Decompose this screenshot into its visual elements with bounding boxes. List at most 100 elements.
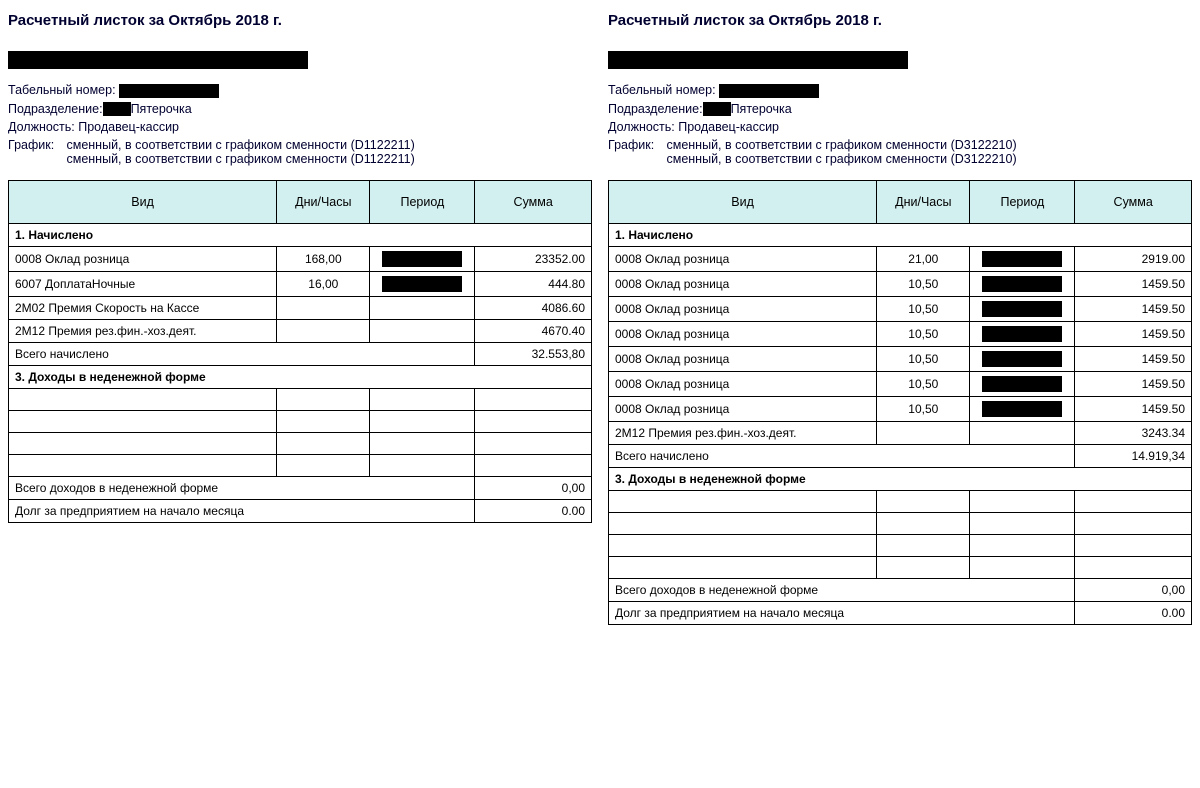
total-noncash-row: Всего доходов в неденежной форме 0,00 [9, 477, 592, 500]
employee-number-label: Табельный номер: [608, 83, 716, 97]
payslip-title: Расчетный листок за Октябрь 2018 г. [8, 12, 592, 29]
table-row: 0008 Оклад розница 10,50 1459.50 [609, 297, 1192, 322]
position-label: Должность: [608, 120, 675, 134]
row-desc: 2М02 Премия Скорость на Кассе [9, 297, 277, 320]
row-desc: 0008 Оклад розница [609, 272, 877, 297]
row-period [370, 320, 475, 343]
employee-name-redacted [608, 51, 1192, 79]
debt-start-row: Долг за предприятием на начало месяца 0.… [609, 602, 1192, 625]
period-redacted [982, 401, 1062, 417]
employee-name-redacted [8, 51, 592, 79]
department-label: Подразделение: [8, 102, 103, 116]
row-sum: 4086.60 [475, 297, 592, 320]
row-days: 168,00 [277, 247, 370, 272]
row-period [970, 247, 1075, 272]
row-sum: 1459.50 [1075, 347, 1192, 372]
period-redacted [982, 251, 1062, 267]
payslip-left: Расчетный листок за Октябрь 2018 г. Табе… [8, 8, 592, 523]
schedule-line-1: сменный, в соответствии с графиком сменн… [666, 138, 1016, 152]
period-redacted [982, 351, 1062, 367]
employee-number-redacted [119, 84, 219, 98]
col-sum: Сумма [475, 181, 592, 224]
row-days: 21,00 [877, 247, 970, 272]
payslip-title: Расчетный листок за Октябрь 2018 г. [608, 12, 1192, 29]
row-sum: 4670.40 [475, 320, 592, 343]
schedule-line-2: сменный, в соответствии с графиком сменн… [666, 152, 1016, 166]
row-sum: 23352.00 [475, 247, 592, 272]
row-period [970, 422, 1075, 445]
row-days: 10,50 [877, 397, 970, 422]
table-row: 2М12 Премия рез.фин.-хоз.деят. 3243.34 [609, 422, 1192, 445]
payslip-table: Вид Дни/Часы Период Сумма 1. Начислено 0… [8, 180, 592, 523]
table-row-empty [609, 513, 1192, 535]
row-sum: 1459.50 [1075, 272, 1192, 297]
table-row: 0008 Оклад розница 10,50 1459.50 [609, 272, 1192, 297]
department-prefix-redacted [703, 102, 731, 116]
employee-number-row: Табельный номер: [8, 83, 592, 98]
row-desc: 2М12 Премия рез.фин.-хоз.деят. [609, 422, 877, 445]
row-desc: 0008 Оклад розница [609, 372, 877, 397]
table-body-right: 1. Начислено 0008 Оклад розница 21,00 29… [609, 224, 1192, 625]
department-value: Пятерочка [131, 102, 192, 116]
row-period [970, 372, 1075, 397]
col-type: Вид [609, 181, 877, 224]
employee-number-row: Табельный номер: [608, 83, 1192, 98]
col-days: Дни/Часы [877, 181, 970, 224]
row-sum: 1459.50 [1075, 297, 1192, 322]
section-accrued-header: 1. Начислено [609, 224, 1192, 247]
table-row-empty [609, 491, 1192, 513]
schedule-line-1: сменный, в соответствии с графиком сменн… [66, 138, 414, 152]
period-redacted [982, 326, 1062, 342]
department-label: Подразделение: [608, 102, 703, 116]
payslip-right: Расчетный листок за Октябрь 2018 г. Табе… [608, 8, 1192, 625]
row-days [277, 320, 370, 343]
employee-number-redacted [719, 84, 819, 98]
period-redacted [982, 276, 1062, 292]
col-period: Период [970, 181, 1075, 224]
table-row-empty [9, 433, 592, 455]
total-accrued-row: Всего начислено 14.919,34 [609, 445, 1192, 468]
position-label: Должность: [8, 120, 75, 134]
employee-number-label: Табельный номер: [8, 83, 116, 97]
table-row: 0008 Оклад розница 10,50 1459.50 [609, 347, 1192, 372]
row-period [970, 272, 1075, 297]
schedule-label: График: [8, 138, 63, 152]
row-desc: 0008 Оклад розница [609, 247, 877, 272]
row-sum: 1459.50 [1075, 322, 1192, 347]
schedule-row: График: сменный, в соответствии с график… [608, 138, 1192, 166]
row-sum: 444.80 [475, 272, 592, 297]
col-type: Вид [9, 181, 277, 224]
row-desc: 0008 Оклад розница [609, 347, 877, 372]
section-noncash-header: 3. Доходы в неденежной форме [9, 366, 592, 389]
debt-start-row: Долг за предприятием на начало месяца 0.… [9, 500, 592, 523]
row-days: 10,50 [877, 347, 970, 372]
department-prefix-redacted [103, 102, 131, 116]
schedule-label: График: [608, 138, 663, 152]
position-value: Продавец-кассир [78, 120, 179, 134]
row-days: 10,50 [877, 297, 970, 322]
row-period [370, 247, 475, 272]
department-row: Подразделение: Пятерочка [8, 102, 592, 117]
row-days: 10,50 [877, 372, 970, 397]
section-accrued-header: 1. Начислено [9, 224, 592, 247]
row-period [970, 347, 1075, 372]
position-value: Продавец-кассир [678, 120, 779, 134]
row-desc: 0008 Оклад розница [609, 297, 877, 322]
table-row-empty [609, 557, 1192, 579]
table-row-empty [9, 389, 592, 411]
col-period: Период [370, 181, 475, 224]
table-row: 0008 Оклад розница 21,00 2919.00 [609, 247, 1192, 272]
table-row: 0008 Оклад розница 10,50 1459.50 [609, 397, 1192, 422]
row-period [970, 322, 1075, 347]
department-value: Пятерочка [731, 102, 792, 116]
period-redacted [982, 376, 1062, 392]
table-header-row: Вид Дни/Часы Период Сумма [9, 181, 592, 224]
period-redacted [982, 301, 1062, 317]
row-sum: 1459.50 [1075, 372, 1192, 397]
row-period [970, 397, 1075, 422]
row-days [277, 297, 370, 320]
payslip-table: Вид Дни/Часы Период Сумма 1. Начислено 0… [608, 180, 1192, 625]
table-row: 0008 Оклад розница 10,50 1459.50 [609, 322, 1192, 347]
period-redacted [382, 251, 462, 267]
table-row: 6007 ДоплатаНочные 16,00 444.80 [9, 272, 592, 297]
